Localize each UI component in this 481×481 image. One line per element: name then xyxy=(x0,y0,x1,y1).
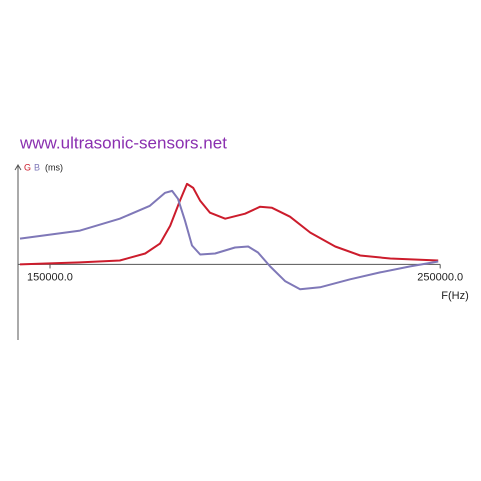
y-axis-label: (ms) xyxy=(45,162,63,172)
x-tick-label: 250000.0 xyxy=(417,271,463,283)
x-tick-label: 150000.0 xyxy=(27,271,73,283)
legend-label: B xyxy=(34,162,40,172)
legend-label: G xyxy=(24,162,31,172)
watermark: www.ultrasonic-sensors.net xyxy=(19,133,227,152)
axis-arrow xyxy=(14,164,22,171)
x-axis-label: F(Hz) xyxy=(441,290,469,302)
series-line xyxy=(19,182,439,266)
series-line xyxy=(19,189,439,291)
